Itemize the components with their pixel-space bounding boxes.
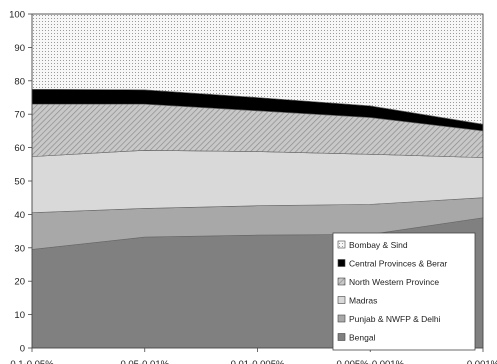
x-tick-label: 0.05-0.01% [120, 359, 169, 364]
y-tick-label: 100 [9, 10, 25, 21]
legend-swatch-madras [337, 296, 346, 304]
y-tick-label: 20 [14, 277, 25, 288]
y-tick-label: 70 [14, 110, 25, 121]
legend-swatch-north-western-province [337, 277, 346, 286]
y-tick-label: 80 [14, 76, 25, 87]
legend: Bombay & Sind Central Provinces & Berar No… [332, 232, 476, 351]
y-tick-label: 30 [14, 243, 25, 254]
legend-label-bengal: Bengal [349, 333, 376, 343]
y-tick-label: 50 [14, 177, 25, 188]
axes-layer: 0 10 20 30 40 50 60 70 80 90 100 0.1-0.05% 0.05-0.01… [9, 10, 497, 364]
y-tick-label: 60 [14, 143, 25, 154]
legend-box [332, 232, 476, 351]
legend-label-north-western-province: North Western Province [349, 277, 439, 287]
x-tick-label: 0.01-0.005% [231, 359, 285, 364]
legend-label-madras: Madras [349, 296, 377, 306]
x-tick-label: 0.005%-0.001% [336, 359, 404, 364]
y-tick-label: 40 [14, 210, 25, 221]
x-tick-label: 0.1-0.05% [10, 359, 54, 364]
y-tick-label: 10 [14, 310, 25, 321]
legend-label-central-provinces-berar: Central Provinces & Berar [349, 259, 447, 269]
legend-swatch-punjab-nwfp-delhi [337, 314, 346, 323]
y-tick-label: 90 [14, 43, 25, 54]
legend-swatch-bengal [337, 333, 346, 341]
legend-label-bombay-sind: Bombay & Sind [349, 240, 408, 250]
legend-swatch-bombay-sind [337, 240, 346, 249]
legend-swatch-central-provinces-berar [337, 259, 346, 267]
y-tick-label: 0 [20, 344, 25, 355]
legend-label-punjab-nwfp-delhi: Punjab & NWFP & Delhi [349, 314, 441, 324]
x-tick-label: 0.001% [467, 359, 497, 364]
